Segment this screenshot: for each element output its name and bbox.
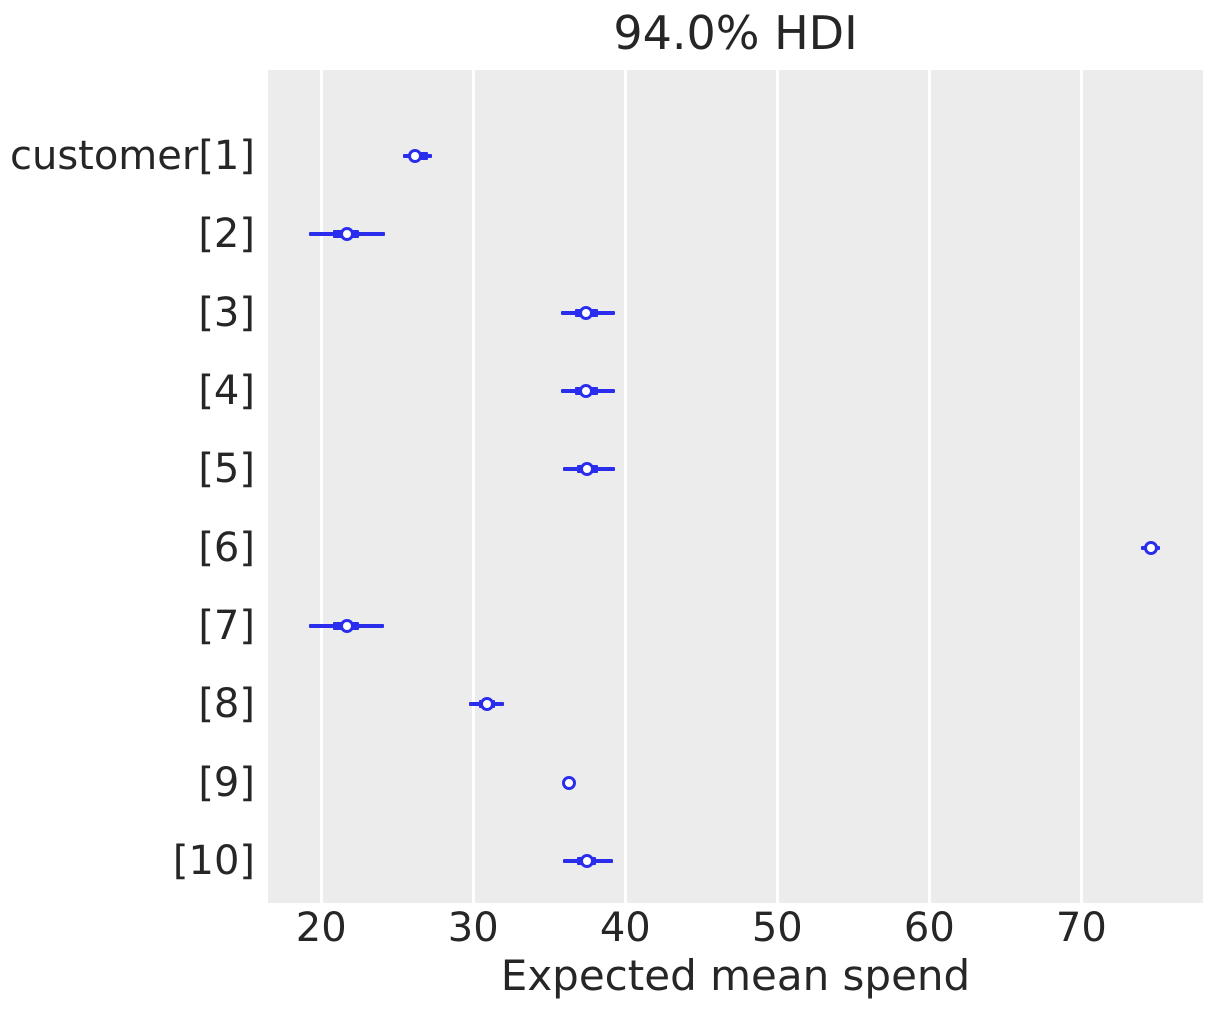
median-marker xyxy=(580,462,595,477)
y-tick-label: customer[1] xyxy=(9,132,255,179)
x-axis-label: Expected mean spend xyxy=(500,951,971,1000)
x-gridline xyxy=(927,70,931,903)
median-marker xyxy=(1144,540,1159,555)
median-marker xyxy=(580,853,595,868)
median-marker xyxy=(578,383,593,398)
y-tick-label: [3] xyxy=(198,289,255,336)
y-tick-label: [4] xyxy=(198,367,255,414)
y-tick-label: [7] xyxy=(198,602,255,649)
x-tick-label: 60 xyxy=(903,905,955,951)
x-tick-label: 30 xyxy=(447,905,499,951)
median-marker xyxy=(408,148,423,163)
median-marker xyxy=(340,618,355,633)
plot-area xyxy=(268,70,1203,903)
y-tick-label: [8] xyxy=(198,681,255,728)
x-gridline xyxy=(623,70,627,903)
x-gridline xyxy=(775,70,779,903)
x-tick-label: 40 xyxy=(599,905,651,951)
chart-title: 94.0% HDI xyxy=(613,6,858,60)
median-marker xyxy=(340,227,355,242)
x-gridline xyxy=(1079,70,1083,903)
y-tick-label: [6] xyxy=(198,524,255,571)
x-tick-label: 50 xyxy=(751,905,803,951)
y-tick-label: [9] xyxy=(198,759,255,806)
median-marker xyxy=(479,697,494,712)
y-tick-label: [2] xyxy=(198,211,255,258)
x-gridline xyxy=(471,70,475,903)
x-tick-label: 20 xyxy=(295,905,347,951)
y-tick-label: [10] xyxy=(172,837,255,884)
x-tick-label: 70 xyxy=(1055,905,1107,951)
x-gridline xyxy=(319,70,323,903)
y-tick-label: [5] xyxy=(198,446,255,493)
median-marker xyxy=(562,775,577,790)
median-marker xyxy=(578,305,593,320)
